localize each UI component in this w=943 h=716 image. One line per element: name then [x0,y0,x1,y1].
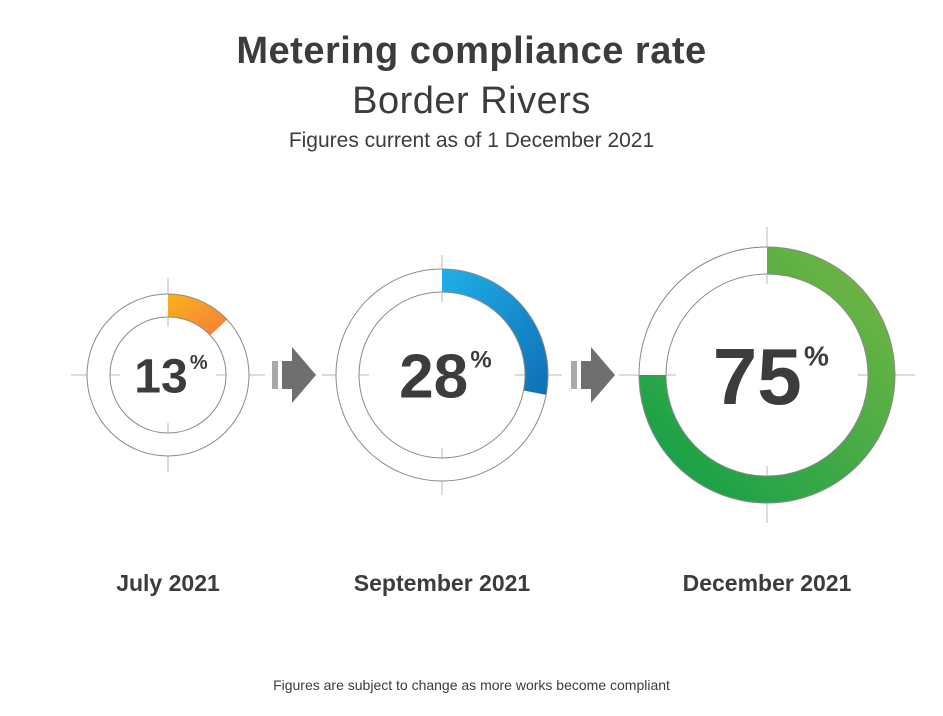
donut-inner-outline [665,273,869,477]
data-label: 75 [713,332,802,421]
donut-inner-outline [358,291,526,459]
date-caption: Figures current as of 1 December 2021 [288,129,655,152]
donut-2: 28 % September 2021 [322,255,562,596]
percent-sign: % [804,340,829,371]
data-label: 13 [134,350,187,403]
donut-outer-outline [86,293,250,457]
chart-subtitle: Border Rivers [352,80,591,122]
chart-title: Metering compliance rate [236,30,707,72]
donut-1: 13 % July 2021 [71,278,265,596]
category-label: September 2021 [354,570,531,596]
donut-segment [442,269,548,395]
donut-segment [168,294,228,336]
percent-sign: % [190,352,208,374]
category-label: July 2021 [116,570,220,596]
data-label: 28 [399,342,468,411]
donut-outer-outline [638,246,896,504]
footnote: Figures are subject to change as more wo… [273,677,670,693]
donut-inner-outline [109,316,227,434]
donut-3: 75 % December 2021 [619,227,915,596]
arrow-icon [571,347,615,403]
category-label: December 2021 [683,570,852,596]
percent-sign: % [470,347,491,374]
donut-outer-outline [335,268,549,482]
arrow-icon [272,347,316,403]
